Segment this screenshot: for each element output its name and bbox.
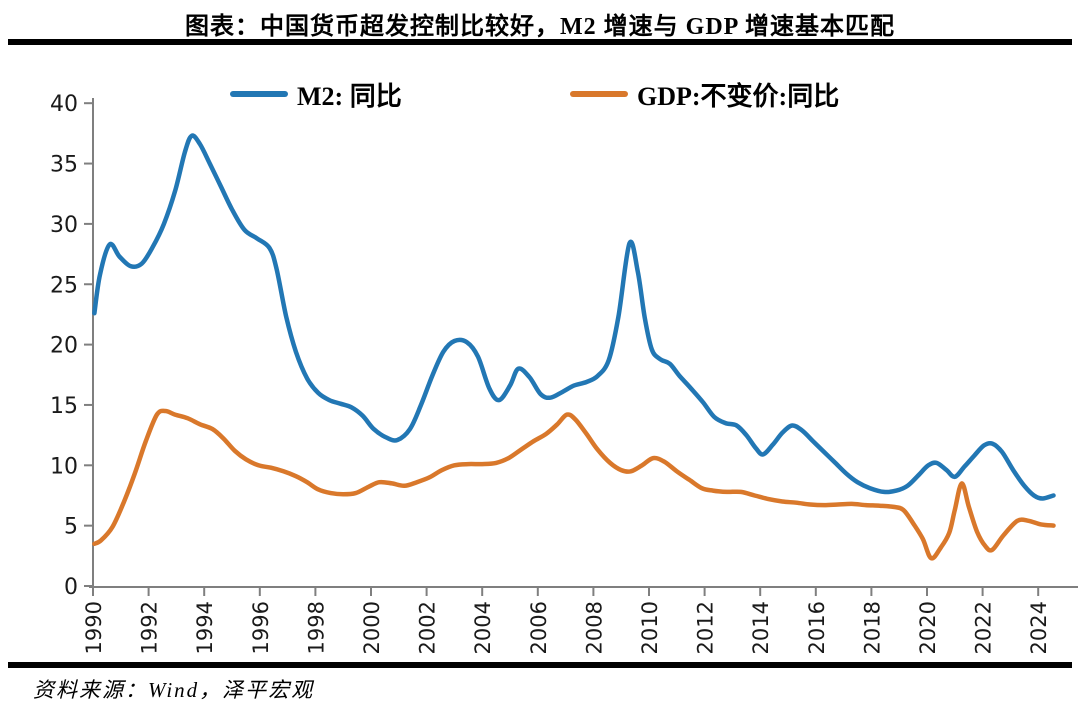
x-tick-label: 2024 <box>1027 601 1051 654</box>
legend-label-gdp: GDP:不变价:同比 <box>637 81 840 111</box>
legend-item-m2: M2: 同比 <box>230 79 402 111</box>
legend-item-gdp: GDP:不变价:同比 <box>570 79 839 111</box>
x-tick-label: 2020 <box>916 601 940 654</box>
x-tick-label: 2022 <box>972 601 996 654</box>
y-tick-label: 30 <box>50 213 78 238</box>
x-tick-label: 2002 <box>416 601 440 654</box>
y-tick-label: 20 <box>50 334 78 359</box>
x-tick-label: 2014 <box>749 601 773 654</box>
x-tick-label: 2018 <box>860 601 884 654</box>
legend-label-m2: M2: 同比 <box>297 81 402 111</box>
y-tick-label: 35 <box>50 153 78 178</box>
y-tick-label: 0 <box>64 575 78 600</box>
y-tick-label: 15 <box>50 394 78 419</box>
x-tick-label: 1992 <box>138 601 162 654</box>
title-divider <box>8 39 1072 45</box>
y-tick-label: 5 <box>64 515 78 540</box>
y-tick-label: 25 <box>50 273 78 298</box>
x-tick-label: 1990 <box>82 601 106 654</box>
x-tick-label: 2000 <box>360 601 384 654</box>
chart-title: 图表：中国货币超发控制比较好，M2 增速与 GDP 增速基本匹配 <box>185 14 895 40</box>
y-tick-label: 40 <box>50 92 78 117</box>
y-tick-label: 10 <box>50 454 78 479</box>
x-tick-label: 1994 <box>193 601 217 654</box>
footer-divider <box>8 662 1072 668</box>
x-tick-label: 2016 <box>805 601 829 654</box>
x-tick-label: 2012 <box>694 601 718 654</box>
x-tick-label: 2008 <box>582 601 606 654</box>
data-source-note: 资料来源：Wind，泽平宏观 <box>33 678 315 702</box>
x-tick-label: 2004 <box>471 601 495 654</box>
series-line-gdp <box>92 408 1056 561</box>
x-tick-label: 2006 <box>527 601 551 654</box>
x-tick-label: 1996 <box>249 601 273 654</box>
m2-line-swatch <box>230 91 288 97</box>
x-tick-label: 2010 <box>638 601 662 654</box>
series-line-m2 <box>92 133 1056 501</box>
x-tick-label: 1998 <box>304 601 328 654</box>
gdp-line-swatch <box>570 91 628 97</box>
